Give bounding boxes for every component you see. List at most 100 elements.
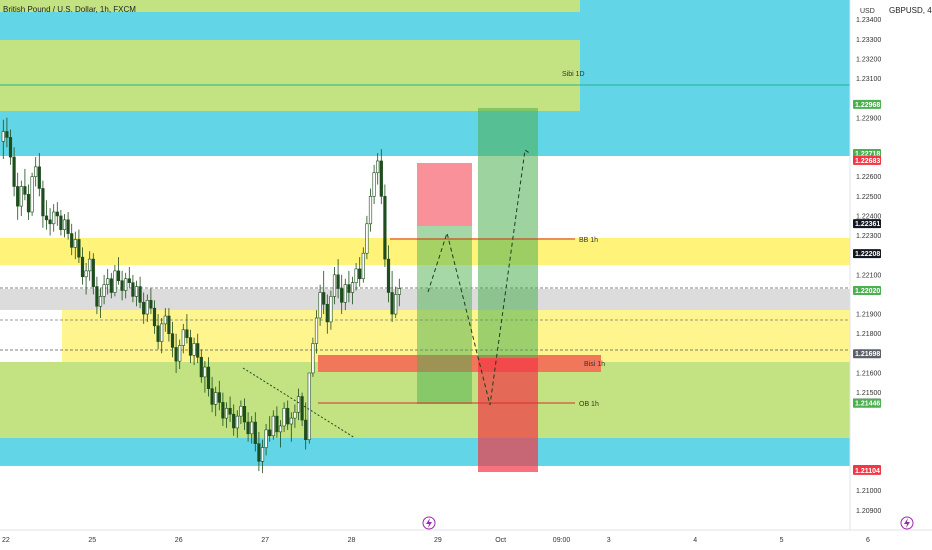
candle (152, 300, 157, 334)
candle (19, 180, 23, 216)
ytick-label: 1.22500 (856, 194, 881, 201)
candle (55, 202, 59, 226)
candle (185, 314, 189, 344)
candle (163, 308, 167, 332)
candle (264, 424, 268, 456)
candle (138, 276, 142, 309)
xtick-label: 6 (866, 537, 870, 544)
candle (322, 270, 326, 315)
candle (325, 294, 329, 334)
long-position-stop[interactable] (478, 358, 538, 472)
zone-label-sibi: Sibi 1D (562, 71, 585, 78)
long-position-target[interactable] (478, 108, 538, 358)
candle (127, 266, 131, 289)
short-position-target[interactable] (417, 226, 472, 404)
price-badge: 1.21698 (853, 349, 881, 359)
price-badge: 1.22968 (853, 99, 881, 109)
candle (44, 200, 49, 230)
candle (350, 276, 355, 305)
candle (149, 288, 153, 315)
short-position-stop[interactable] (417, 163, 472, 226)
candle (329, 290, 333, 330)
instrument-title: British Pound / U.S. Dollar, 1h, FXCM (3, 5, 136, 14)
candle (307, 372, 311, 444)
xtick-label: 09:00 (553, 537, 571, 544)
candle (260, 439, 265, 474)
candle (386, 245, 391, 303)
projection-path[interactable] (427, 149, 532, 406)
price-badge: 1.22683 (853, 155, 881, 165)
badge-layer: 1.229681.227181.226841.226831.223611.222… (853, 99, 881, 475)
xtick-label: 27 (261, 537, 269, 544)
xtick-label: 4 (693, 537, 697, 544)
candle (268, 416, 272, 442)
time-axis-bg (0, 530, 932, 550)
lightning-icon[interactable] (422, 516, 436, 530)
candle (73, 231, 77, 260)
candle (77, 229, 81, 264)
price-badge: 1.22020 (853, 286, 881, 296)
candle (332, 266, 337, 305)
candle (228, 396, 232, 423)
candle (203, 361, 207, 393)
candle (106, 268, 110, 295)
xtick-label: 3 (607, 537, 611, 544)
candle (12, 147, 16, 197)
candle (26, 184, 31, 220)
candle (199, 349, 203, 383)
candle (275, 406, 279, 438)
ytick-label: 1.21600 (856, 370, 881, 377)
svg-text:1.22683: 1.22683 (855, 158, 880, 165)
candle (142, 292, 146, 324)
xtick-label: 25 (88, 537, 96, 544)
candle (314, 310, 319, 354)
candle (340, 274, 344, 315)
candle (156, 314, 160, 350)
candles-layer (1, 117, 401, 474)
candle (124, 272, 128, 299)
price-axis[interactable]: USD GBPUSD, 4h, I 1.209001.210001.211001… (849, 0, 932, 550)
lightning-icon[interactable] (900, 516, 914, 530)
candle (116, 257, 121, 285)
candle (88, 251, 92, 281)
ytick-label: 1.21800 (856, 331, 881, 338)
candle (52, 204, 56, 232)
candle (62, 213, 67, 238)
candle (379, 149, 383, 205)
candle (23, 168, 27, 201)
price-axis-bg (850, 0, 932, 550)
candle (318, 284, 322, 326)
candle (37, 153, 41, 197)
candle (296, 388, 301, 421)
ytick-label: 1.22300 (856, 233, 881, 240)
candle (120, 270, 124, 301)
ytick-label: 1.22400 (856, 213, 881, 220)
xtick-label: Oct (495, 537, 506, 544)
candle (347, 270, 351, 303)
cyan-band-bottom (0, 438, 850, 466)
positions-layer (417, 108, 538, 472)
candle (95, 276, 99, 315)
ytick-label: 1.23200 (856, 56, 881, 63)
candle (181, 323, 185, 354)
candle (1, 119, 5, 159)
candle (383, 184, 387, 267)
candle (271, 410, 275, 440)
svg-text:1.22968: 1.22968 (855, 102, 880, 109)
currency-label: USD (860, 8, 875, 15)
candle (206, 357, 211, 397)
candle (246, 412, 250, 442)
price-badge: 1.22361 (853, 219, 881, 229)
candle (84, 263, 88, 295)
ytick-label: 1.22900 (856, 115, 881, 122)
candle (368, 188, 373, 232)
svg-text:1.21104: 1.21104 (855, 468, 880, 475)
candle (8, 129, 13, 165)
candle (160, 318, 164, 354)
candle (253, 412, 257, 452)
candle (196, 333, 200, 364)
price-badge: 1.22208 (853, 249, 881, 259)
